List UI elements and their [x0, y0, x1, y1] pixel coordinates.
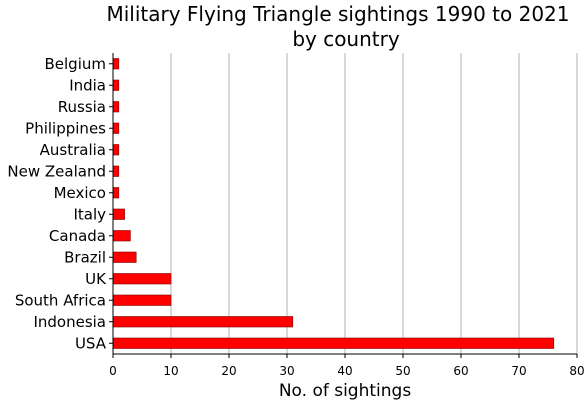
bars — [112, 58, 555, 349]
x-tick-label-20: 20 — [221, 364, 236, 378]
bar-usa — [112, 337, 555, 349]
bar-mexico — [112, 187, 120, 199]
x-axis-title: No. of sightings — [279, 381, 412, 401]
category-label-australia: Australia — [40, 141, 106, 159]
category-label-canada: Canada — [49, 227, 106, 245]
bar-russia — [112, 101, 120, 113]
category-label-brazil: Brazil — [64, 248, 106, 266]
category-labels: Belgium India Russia Philippines Australia Ne… — [7, 55, 107, 353]
bar-india — [112, 79, 120, 91]
bar-belgium — [112, 58, 120, 70]
bar-brazil — [112, 251, 137, 263]
x-tick-label-40: 40 — [337, 364, 352, 378]
bar-italy — [112, 208, 125, 220]
category-label-philippines: Philippines — [25, 119, 106, 137]
category-label-uk: UK — [85, 270, 107, 288]
category-label-usa: USA — [75, 334, 107, 352]
x-tick-label-60: 60 — [453, 364, 468, 378]
x-tick-label-30: 30 — [279, 364, 294, 378]
bar-indonesia — [112, 316, 294, 328]
chart-title-line-1: Military Flying Triangle sightings 1990 … — [106, 2, 569, 26]
x-tick-label-50: 50 — [395, 364, 410, 378]
category-label-belgium: Belgium — [45, 55, 107, 73]
bar-uk — [112, 273, 172, 285]
bar-canada — [112, 230, 131, 242]
category-label-new-zealand: New Zealand — [7, 162, 106, 180]
bar-australia — [112, 144, 120, 156]
category-label-mexico: Mexico — [54, 184, 106, 202]
bar-philippines — [112, 122, 120, 134]
x-tick-label-70: 70 — [511, 364, 526, 378]
x-tick-label-80: 80 — [569, 364, 584, 378]
category-label-russia: Russia — [58, 98, 106, 116]
category-label-south-africa: South Africa — [15, 291, 106, 309]
chart-title-line-2: by country — [292, 27, 400, 51]
bar-new-zealand — [112, 165, 120, 177]
x-tick-labels: 0 10 20 30 40 50 60 70 80 — [109, 364, 584, 378]
category-label-india: India — [69, 76, 106, 94]
chart-title: Military Flying Triangle sightings 1990 … — [106, 2, 569, 51]
category-label-indonesia: Indonesia — [33, 313, 106, 331]
category-label-italy: Italy — [73, 205, 106, 223]
x-tick-label-10: 10 — [163, 364, 178, 378]
bar-south-africa — [112, 294, 172, 306]
axes — [109, 53, 578, 358]
grid-lines — [170, 53, 578, 354]
x-tick-label-0: 0 — [109, 364, 117, 378]
